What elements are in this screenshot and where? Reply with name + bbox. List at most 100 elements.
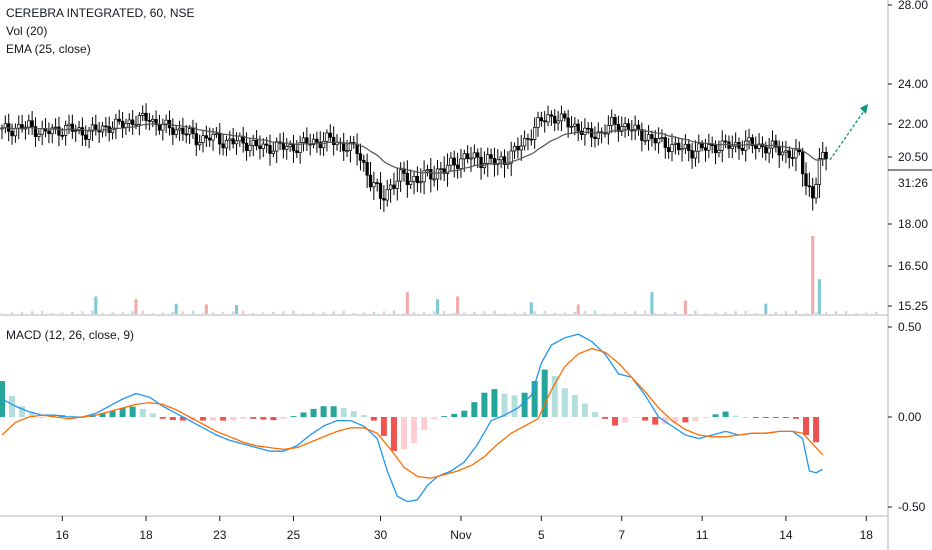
macd-histogram-bar: [772, 417, 779, 418]
volume-bar: [151, 313, 154, 314]
volume-bar: [613, 312, 617, 314]
candle-body: [613, 117, 617, 125]
candle-body: [479, 156, 483, 169]
macd-legend-label[interactable]: MACD (12, 26, close, 9): [6, 328, 135, 342]
macd-histogram-bar: [431, 417, 438, 420]
candle-body: [462, 153, 466, 160]
symbol-title[interactable]: CEREBRA INTEGRATED, 60, NSE: [6, 6, 195, 20]
volume-bar: [443, 310, 446, 314]
macd-histogram-bar: [290, 416, 297, 418]
candle-body: [606, 125, 610, 135]
volume-bar: [10, 312, 14, 314]
macd-histogram-bar: [340, 408, 347, 417]
candle-body: [13, 128, 18, 137]
candle-body: [422, 170, 426, 183]
volume-bar: [674, 311, 677, 314]
price-tick-label: 16.50: [898, 259, 928, 273]
candle-body: [74, 130, 78, 132]
volume-bar: [174, 303, 178, 314]
macd-histogram-bar: [200, 417, 206, 421]
price-tick-label: 15.25: [898, 299, 928, 313]
candle-body: [399, 169, 403, 182]
price-pane[interactable]: [0, 103, 878, 314]
candle-body: [27, 120, 31, 128]
macd-histogram-bar: [702, 417, 709, 418]
candle-body: [670, 144, 674, 152]
candle-body: [660, 137, 664, 139]
candle-body: [258, 145, 262, 150]
candle-body: [114, 118, 118, 129]
candle-body: [238, 135, 242, 142]
candle-body: [512, 145, 517, 152]
ema-legend[interactable]: EMA (25, close): [6, 42, 91, 56]
candle-body: [767, 147, 771, 154]
candle-body: [268, 144, 272, 154]
macd-histogram-bar: [421, 417, 428, 430]
candle-body: [174, 129, 178, 135]
candle-body: [328, 132, 332, 138]
candle-body: [516, 145, 520, 151]
candle-body: [177, 127, 182, 131]
macd-histogram-bar: [109, 410, 116, 417]
macd-histogram-bar: [270, 417, 277, 421]
volume-bar: [529, 302, 533, 314]
candle-body: [800, 151, 805, 175]
candle-body: [415, 175, 420, 184]
candle-body: [191, 128, 195, 134]
macd-histogram-bar: [39, 417, 46, 418]
candle-body: [466, 153, 470, 160]
macd-histogram-bar: [119, 408, 126, 417]
volume-bar: [603, 313, 607, 314]
candle-body: [610, 117, 614, 126]
volume-bar: [573, 311, 577, 314]
candle-body: [37, 133, 41, 137]
volume-bar: [456, 296, 460, 314]
candle-body: [311, 138, 316, 145]
candle-body: [740, 147, 744, 151]
candle-body: [50, 127, 54, 135]
candle-body: [228, 138, 232, 141]
candle-body: [265, 143, 269, 146]
candle-body: [569, 125, 574, 128]
volume-bar: [134, 299, 138, 314]
macd-histogram-bar: [320, 406, 327, 417]
candle-body: [750, 137, 755, 146]
candle-body: [693, 150, 698, 159]
candle-body: [20, 124, 24, 130]
candle-body: [231, 138, 235, 145]
candle-body: [10, 130, 14, 137]
volume-bar: [824, 311, 828, 314]
macd-line: [1, 333, 824, 503]
candle-body: [492, 158, 497, 165]
macd-histogram-bar: [722, 411, 729, 417]
candle-body: [435, 168, 440, 180]
candle-body: [120, 120, 125, 128]
volume-bar: [593, 310, 597, 314]
candle-body: [47, 130, 51, 135]
volume-bar: [111, 312, 114, 314]
macd-histogram-bar: [803, 417, 809, 435]
candle-body: [620, 126, 624, 132]
volume-bar: [322, 311, 325, 314]
candle-body: [623, 123, 627, 128]
candle-body: [626, 123, 631, 131]
volume-bar: [644, 310, 647, 314]
candle-body: [764, 146, 768, 154]
time-tick-label: 11: [696, 528, 709, 542]
volume-bar: [483, 311, 486, 314]
macd-pane[interactable]: [0, 333, 824, 503]
candle-body: [566, 117, 570, 128]
volume-legend[interactable]: Vol (20): [6, 24, 48, 38]
candle-body: [409, 180, 413, 185]
macd-legend: MACD (12, 26, close, 9): [6, 328, 134, 342]
macd-histogram-bar: [129, 406, 136, 417]
macd-histogram-bar: [250, 417, 257, 419]
candle-body: [63, 125, 68, 136]
volume-bar: [543, 310, 546, 314]
volume-bar: [583, 311, 587, 314]
volume-bar: [513, 312, 516, 314]
time-tick-label: Nov: [450, 528, 471, 542]
candle-body: [84, 134, 88, 140]
volume-bar: [714, 312, 717, 314]
